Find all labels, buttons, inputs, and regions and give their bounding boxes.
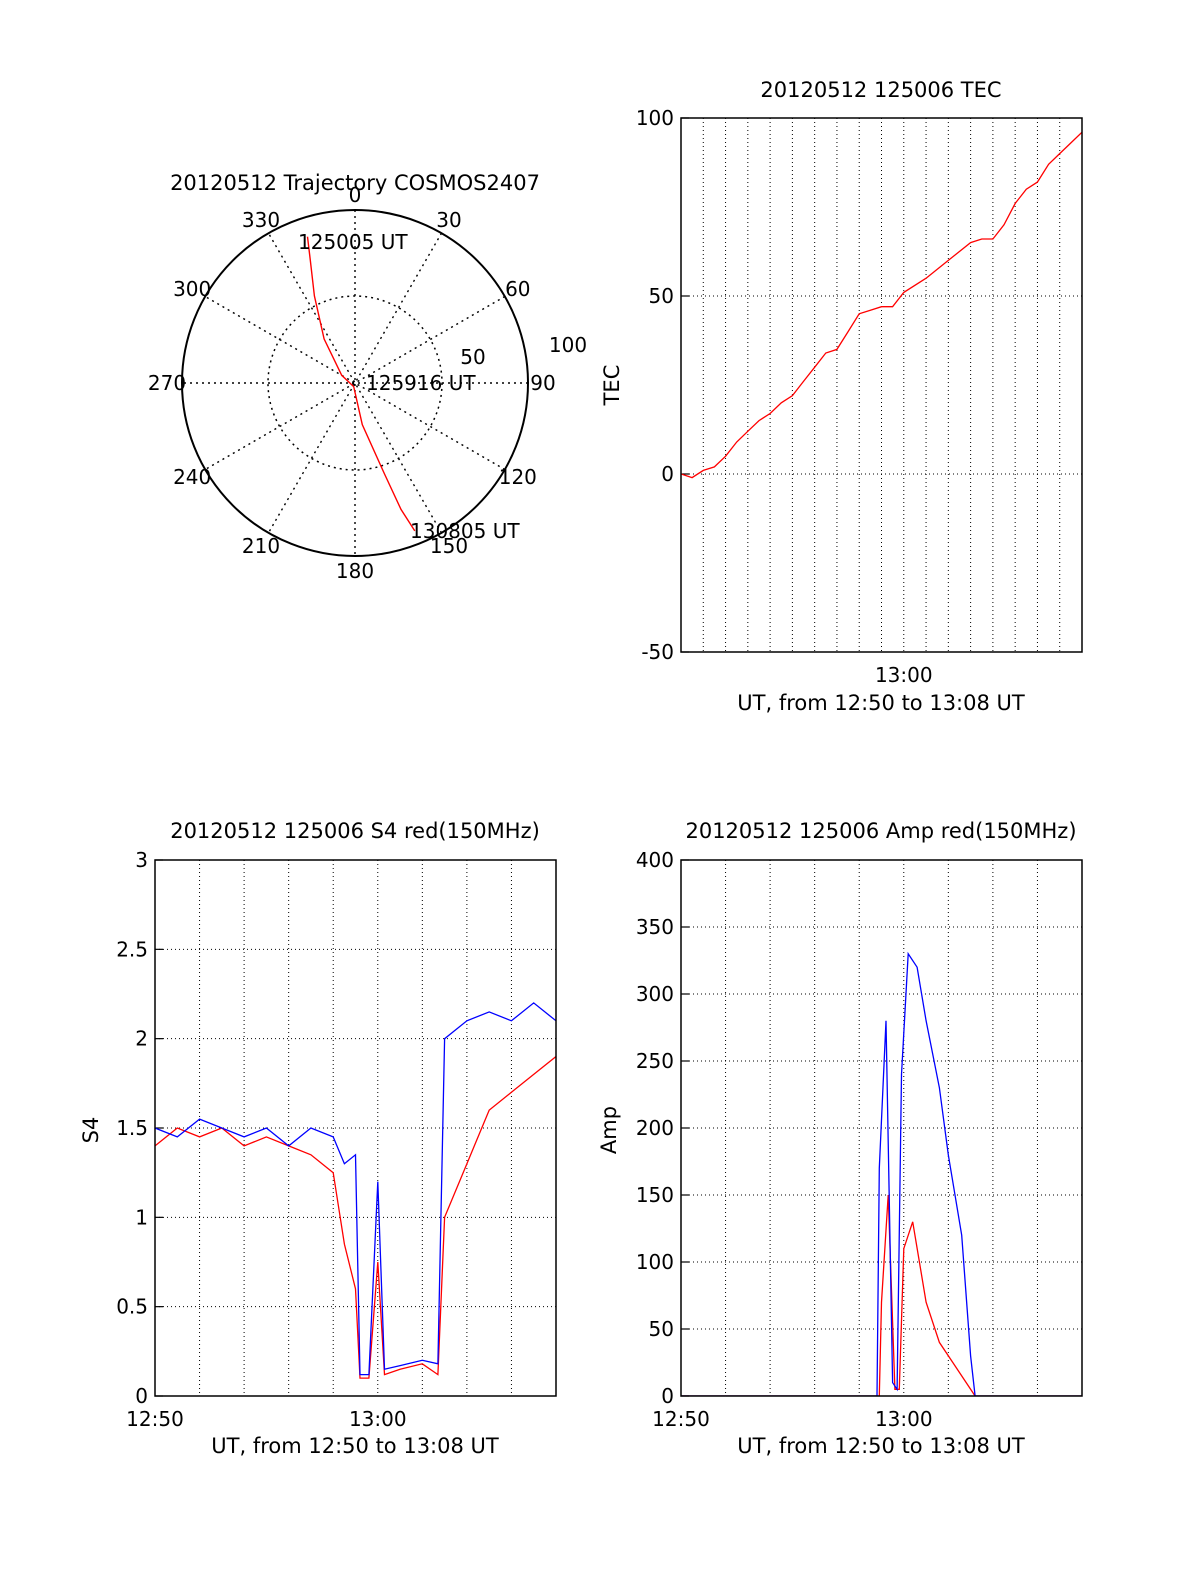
- amp-ylabel: Amp: [597, 1106, 621, 1154]
- polar-angle-label: 120: [499, 465, 537, 489]
- amp-ytick-label: 350: [636, 915, 674, 939]
- polar-title: 20120512 Trajectory COSMOS2407: [170, 171, 540, 195]
- polar-spoke: [267, 232, 443, 534]
- amp-ytick-label: 400: [636, 848, 674, 872]
- amp-ytick-label: 50: [649, 1317, 674, 1341]
- tec-frame: [680, 117, 1083, 653]
- tec-title: 20120512 125006 TEC: [760, 78, 1001, 102]
- tec-xtick-label: 13:00: [875, 663, 933, 687]
- s4-title: 20120512 125006 S4 red(150MHz): [170, 819, 540, 843]
- tec-panel: 20120512 125006 TEC -50 0 50 100 13:00 UT, …: [600, 78, 1083, 715]
- polar-angle-label: 150: [430, 534, 468, 558]
- s4-series-line-1: [155, 1002, 556, 1376]
- tec-series: [681, 131, 1082, 479]
- s4-series: [155, 1002, 556, 1379]
- polar-angle-label: 330: [242, 208, 280, 232]
- s4-xtick-labels: 12:50 13:00: [126, 1407, 406, 1431]
- amp-ytick-label: 250: [636, 1049, 674, 1073]
- polar-angle-label: 300: [173, 277, 211, 301]
- tec-series-line-0: [681, 131, 1082, 479]
- amp-ytick-label: 150: [636, 1183, 674, 1207]
- tec-grid: [681, 117, 1082, 653]
- amp-xtick-labels: 12:50 13:00: [652, 1407, 932, 1431]
- polar-track: [306, 236, 416, 532]
- amp-xtick-label: 12:50: [652, 1407, 710, 1431]
- amp-ytick-labels: 0 50 100 150 200 250 300 350 400: [636, 848, 674, 1408]
- polar-angle-label: 180: [336, 559, 374, 583]
- polar-angle-label: 60: [505, 277, 530, 301]
- s4-xtick-label: 12:50: [126, 1407, 184, 1431]
- s4-ytick-label: 1.5: [116, 1116, 148, 1140]
- polar-angle-label: 210: [242, 534, 280, 558]
- amp-ytick-label: 200: [636, 1116, 674, 1140]
- s4-ytick-label: 2.5: [116, 937, 148, 961]
- polar-annotation-start: 125005 UT: [298, 230, 408, 254]
- s4-ytick-label: 0: [135, 1384, 148, 1408]
- polar-annotation-end: 130805 UT: [410, 519, 520, 543]
- polar-radius-label-100: 100: [549, 333, 587, 357]
- polar-annotation-mid: 125916 UT: [366, 371, 476, 395]
- s4-ytick-label: 3: [135, 848, 148, 872]
- polar-angle-label: 240: [173, 465, 211, 489]
- tec-ytick-label: 100: [636, 106, 674, 130]
- tec-ylabel: TEC: [600, 365, 624, 407]
- amp-ytick-label: 100: [636, 1250, 674, 1274]
- polar-spoke: [204, 295, 506, 471]
- trajectory-polar-panel: 20120512 Trajectory COSMOS2407 0 30 60 90 12…: [148, 171, 587, 583]
- tec-ytick-label: -50: [641, 640, 674, 664]
- amp-xtick-label: 13:00: [875, 1407, 933, 1431]
- amp-frame: [680, 859, 1083, 1397]
- amp-ytick-label: 300: [636, 982, 674, 1006]
- s4-ytick-label: 0.5: [116, 1295, 148, 1319]
- amp-series-line-0: [681, 1194, 1082, 1396]
- polar-angle-label: 270: [148, 371, 186, 395]
- s4-ytick-labels: 0 0.5 1 1.5 2 2.5 3: [116, 848, 148, 1408]
- amp-series: [681, 951, 1082, 1396]
- amp-xlabel: UT, from 12:50 to 13:08 UT: [737, 1434, 1025, 1458]
- amp-ytick-label: 0: [661, 1384, 674, 1408]
- polar-track-line: [306, 236, 416, 532]
- amp-panel: 20120512 125006 Amp red(150MHz) 0 50 100 15…: [597, 819, 1083, 1458]
- polar-angle-labels: 0 30 60 90 120 150 180 210 240 270 300 330: [148, 183, 556, 583]
- polar-angle-label: 90: [530, 371, 555, 395]
- tec-ytick-label: 50: [649, 284, 674, 308]
- tec-xlabel: UT, from 12:50 to 13:08 UT: [737, 691, 1025, 715]
- polar-angle-label: 0: [349, 183, 362, 207]
- s4-series-line-0: [155, 1055, 556, 1379]
- polar-spoke: [267, 232, 443, 534]
- s4-ytick-label: 2: [135, 1027, 148, 1051]
- tec-ytick-labels: -50 0 50 100: [636, 106, 674, 664]
- amp-series-line-1: [681, 951, 1082, 1396]
- polar-radius-label-50: 50: [460, 345, 485, 369]
- amp-title: 20120512 125006 Amp red(150MHz): [685, 819, 1076, 843]
- polar-spokes: [182, 210, 528, 556]
- s4-xlabel: UT, from 12:50 to 13:08 UT: [211, 1434, 499, 1458]
- s4-panel: 20120512 125006 S4 red(150MHz) 0 0.5 1 1.5 2…: [79, 819, 557, 1458]
- tec-ytick-label: 0: [661, 462, 674, 486]
- s4-ytick-label: 1: [135, 1205, 148, 1229]
- polar-spoke: [204, 295, 506, 471]
- tec-xtick-labels: 13:00: [875, 663, 933, 687]
- s4-grid: [155, 859, 556, 1397]
- s4-xtick-label: 13:00: [349, 1407, 407, 1431]
- s4-ylabel: S4: [79, 1117, 103, 1144]
- s4-frame: [154, 859, 557, 1397]
- polar-angle-label: 30: [436, 208, 461, 232]
